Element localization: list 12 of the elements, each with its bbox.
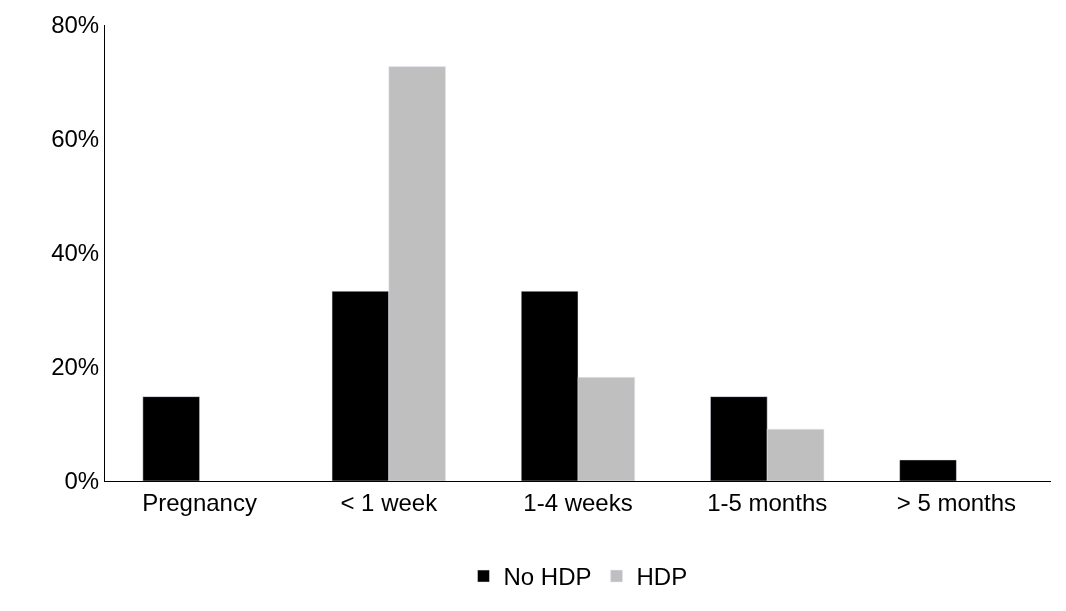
x-tick-label: 1-5 months <box>707 488 828 516</box>
x-tick-label: > 5 months <box>896 488 1017 516</box>
legend-label: No HDP <box>503 563 592 591</box>
x-tick-label: Pregnancy <box>142 488 257 516</box>
y-tick-label: 40% <box>51 239 100 267</box>
legend-label: HDP <box>636 563 688 591</box>
y-tick-label: 20% <box>51 353 100 381</box>
y-tick-label: 80% <box>51 11 100 39</box>
y-tick-label: 60% <box>51 125 100 153</box>
y-tick-label: 0% <box>64 467 100 495</box>
x-tick-label: < 1 week <box>340 488 439 516</box>
x-tick-label: 1-4 weeks <box>523 488 633 516</box>
